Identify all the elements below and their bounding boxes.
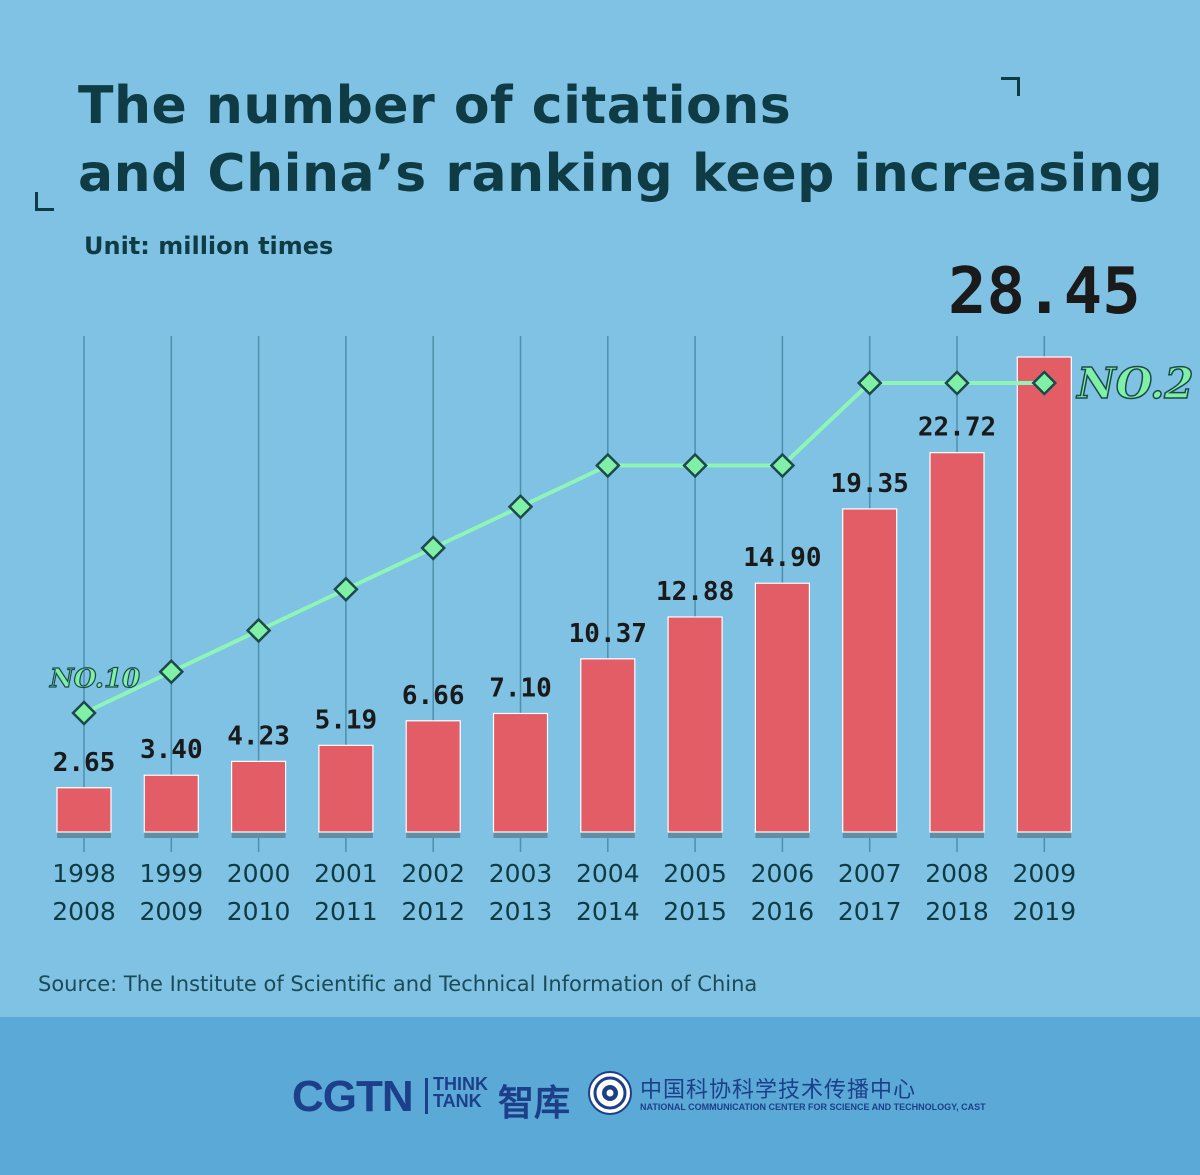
x-tick-label: 2017 (838, 897, 902, 926)
cgtn-logo: CGTN (292, 1072, 414, 1121)
x-tick-label: 2004 (576, 859, 640, 888)
x-tick-label: 2007 (838, 859, 902, 888)
bar (405, 720, 461, 833)
ranking-line: NO.10 NO.2 (48, 358, 1194, 726)
x-tick-label: 2001 (314, 859, 378, 888)
value-label: 5.19 (315, 705, 378, 735)
value-label: 2.65 (53, 748, 116, 778)
cast-emblem-icon (588, 1071, 632, 1115)
bar (929, 452, 985, 833)
chart-area: NO.10 NO.2 2.65 3.40 4.23 5.19 6.66 7.10 10.37 1… (48, 255, 1194, 926)
value-labels: 2.65 3.40 4.23 5.19 6.66 7.10 10.37 12.88 14.90 1… (53, 255, 1141, 778)
bar-shadow (406, 832, 461, 838)
bar (1016, 356, 1072, 833)
x-tick-label: 1998 (52, 859, 116, 888)
value-label: 4.23 (227, 721, 290, 751)
bar (231, 760, 287, 833)
bar (143, 774, 199, 833)
x-tick-label: 1999 (139, 859, 203, 888)
x-tick-labels: 1998 2008 1999 2009 2000 2010 2001 2011 2002 2012… (52, 859, 1076, 926)
rank-marker (507, 493, 534, 520)
x-tick-label: 2003 (489, 859, 553, 888)
zhiku-logo: 智库 (498, 1083, 571, 1124)
bar (667, 616, 723, 833)
rank-marker (769, 452, 796, 479)
cast-name-english: NATIONAL COMMUNICATION CENTER FOR SCIENC… (640, 1102, 986, 1112)
value-label: 14.90 (743, 543, 821, 573)
corner-bracket-top-right (1001, 77, 1020, 96)
think-text: THINK (433, 1074, 488, 1094)
bar-shadow (1017, 832, 1072, 838)
rank-marker (333, 576, 359, 603)
x-tick-label: 2009 (139, 897, 203, 926)
x-tick-label: 2016 (751, 897, 815, 926)
x-tick-label: 2006 (751, 859, 815, 888)
bar (580, 658, 636, 833)
value-label: 12.88 (656, 577, 734, 607)
rank-marker (1031, 370, 1058, 396)
rank-marker (595, 452, 621, 479)
source-note: Source: The Institute of Scientific and … (38, 972, 758, 996)
x-tick-label: 2010 (227, 897, 291, 926)
bar (56, 787, 112, 833)
rank-marker (158, 658, 185, 685)
x-tick-label: 2002 (401, 859, 465, 888)
x-tick-label: 2005 (663, 859, 727, 888)
cast-name-chinese: 中国科协科学技术传播中心 (640, 1078, 917, 1103)
bar-shadow (144, 832, 199, 838)
value-label: 7.10 (489, 673, 552, 703)
rank-end-label: NO.2 (1075, 359, 1193, 408)
rank-marker (856, 370, 883, 396)
x-tick-label: 2009 (1012, 859, 1076, 888)
x-tick-label: 2011 (314, 897, 378, 926)
ranking-polyline (83, 381, 1045, 715)
chart-title: The number of citations and China’s rank… (78, 72, 1163, 208)
x-tick-label: 2012 (401, 897, 465, 926)
x-tick-label: 2000 (227, 859, 291, 888)
bar (318, 744, 374, 833)
rank-marker (420, 535, 446, 561)
logo-divider (425, 1078, 428, 1114)
title-line-1: The number of citations (78, 76, 792, 136)
bars (56, 356, 1072, 838)
rank-marker (245, 617, 272, 644)
bar (492, 712, 549, 833)
x-tick-label: 2008 (925, 859, 989, 888)
unit-label: Unit: million times (84, 232, 334, 260)
bar-shadow (231, 832, 286, 838)
value-label: 3.40 (140, 735, 203, 765)
bar-shadow (668, 832, 723, 838)
think-tank-logo: THINK TANK (433, 1074, 499, 1111)
bar (754, 582, 811, 833)
x-tick-label: 2018 (925, 897, 989, 926)
x-tick-label: 2019 (1012, 897, 1076, 926)
bar-shadow (580, 832, 635, 838)
bar-shadow (755, 832, 810, 838)
bar-shadow (57, 832, 111, 838)
rank-marker (682, 452, 708, 479)
tank-text: TANK (433, 1091, 482, 1111)
value-label: 22.72 (918, 413, 996, 443)
value-label: 10.37 (569, 619, 647, 649)
rank-marker (71, 700, 97, 726)
x-tick-label: 2015 (663, 897, 727, 926)
bar-shadow (842, 832, 897, 838)
value-label: 6.66 (402, 681, 465, 711)
title-line-2: and China’s ranking keep increasing (78, 144, 1164, 204)
x-tick-label: 2013 (489, 897, 553, 926)
x-tick-label: 2014 (576, 897, 640, 926)
grid-lines (83, 336, 1046, 852)
value-label: 28.45 (948, 255, 1141, 329)
bar-shadow (318, 832, 373, 838)
corner-bracket-bottom-left (35, 192, 54, 211)
rank-start-label: NO.10 (49, 664, 140, 694)
value-label: 19.35 (831, 469, 909, 499)
bar-shadow (493, 832, 548, 838)
bar-shadow (930, 832, 984, 838)
bar (842, 508, 898, 833)
x-tick-label: 2008 (52, 897, 116, 926)
rank-marker (944, 370, 970, 396)
